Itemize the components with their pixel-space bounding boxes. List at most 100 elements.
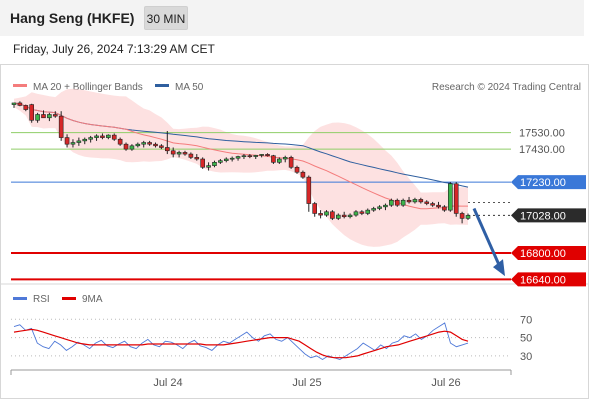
x-tick-label: Jul 26: [431, 377, 460, 389]
candle: [47, 112, 52, 122]
candle-body: [394, 199, 400, 206]
candle: [312, 201, 318, 217]
rsi-panel: 70 50 30: [11, 314, 532, 363]
candle: [359, 210, 365, 216]
candle-body: [70, 142, 76, 145]
candle: [430, 201, 435, 207]
candle: [288, 155, 294, 169]
legend-swatch-ma20: [13, 84, 27, 87]
candle: [353, 210, 359, 217]
candle: [135, 142, 141, 148]
candle-body: [353, 211, 359, 216]
candle: [58, 111, 64, 141]
candle-body: [47, 114, 52, 119]
x-tick-label: Jul 25: [292, 377, 321, 389]
candle: [442, 205, 447, 212]
candle: [88, 135, 93, 143]
candle: [259, 154, 264, 158]
candle: [282, 155, 288, 163]
candle-body: [347, 214, 353, 218]
timeframe-badge[interactable]: 30 MIN: [144, 6, 188, 30]
candle: [153, 142, 158, 148]
candle: [424, 200, 430, 206]
candle: [182, 150, 188, 156]
candle-body: [35, 114, 40, 121]
candle: [341, 211, 347, 219]
candle-body: [412, 199, 418, 203]
candle-body: [212, 162, 217, 166]
timestamp: Friday, July 26, 2024 7:13:29 AM CET: [13, 42, 215, 56]
candle: [412, 197, 418, 204]
candle: [318, 210, 323, 219]
candle-body: [335, 214, 341, 219]
candle-body: [465, 215, 471, 219]
candle: [170, 147, 176, 158]
pivot-label: 17230.00: [520, 177, 566, 189]
candle: [117, 137, 123, 146]
candle-body: [377, 206, 382, 209]
rsi-y-tick: 30: [520, 351, 532, 363]
candle: [188, 152, 194, 160]
candle-body: [147, 142, 152, 145]
candle: [265, 153, 270, 157]
candle: [235, 155, 241, 161]
pivot-label-box: [511, 175, 586, 190]
candle-body: [41, 114, 46, 119]
candle-body: [159, 145, 164, 148]
candle: [277, 157, 282, 164]
candle-body: [164, 147, 170, 152]
candle: [418, 197, 424, 204]
candle: [17, 101, 23, 107]
legend-swatch-rsi: [13, 297, 27, 300]
candle-body: [29, 104, 34, 121]
candle: [94, 134, 99, 141]
candle-body: [176, 152, 182, 155]
candle-body: [371, 208, 376, 211]
candle: [300, 170, 306, 179]
last-price-label: 17028.00: [520, 210, 566, 222]
candle-body: [100, 135, 105, 138]
candle: [229, 156, 235, 162]
legend-ma50: MA 50: [175, 82, 204, 93]
support-label-box: [511, 246, 586, 261]
attribution: Research © 2024 Trading Central: [432, 82, 581, 93]
candle: [82, 137, 88, 145]
candles: [11, 101, 505, 277]
candle-body: [64, 137, 70, 145]
support-label-box: [511, 272, 586, 287]
candle-body: [442, 206, 447, 211]
candle: [371, 206, 376, 212]
candle-body: [194, 157, 200, 160]
x-tick-label: Jul 24: [153, 377, 182, 389]
candle-body: [182, 152, 188, 155]
candle-body: [430, 203, 435, 206]
candle-body: [188, 153, 194, 158]
candle-body: [223, 158, 229, 161]
candle: [377, 205, 382, 211]
candle-body: [448, 183, 453, 211]
candle: [70, 139, 76, 148]
candle: [247, 154, 253, 159]
candle: [218, 159, 223, 164]
header-bar: Hang Seng (HKFE) 30 MIN: [0, 0, 584, 36]
candle: [41, 110, 46, 119]
candle-body: [418, 199, 424, 203]
candle-body: [453, 183, 459, 214]
candle: [400, 198, 406, 207]
candle: [365, 208, 371, 216]
candle: [335, 213, 341, 221]
candle: [129, 144, 135, 151]
candle: [383, 203, 388, 211]
candle-body: [17, 102, 23, 106]
candle: [453, 182, 459, 217]
candle-body: [288, 157, 294, 168]
candle-body: [88, 137, 93, 140]
candle-body: [241, 155, 247, 158]
candle: [324, 210, 329, 217]
candle: [406, 196, 412, 204]
candle-body: [141, 142, 147, 145]
candle: [11, 102, 17, 108]
x-tick-labels: Jul 24 Jul 25 Jul 26: [153, 377, 460, 389]
price-levels: 17530.00 17430.00 17230.00 16800.00 16640.00…: [11, 128, 586, 287]
candle-body: [170, 150, 176, 155]
